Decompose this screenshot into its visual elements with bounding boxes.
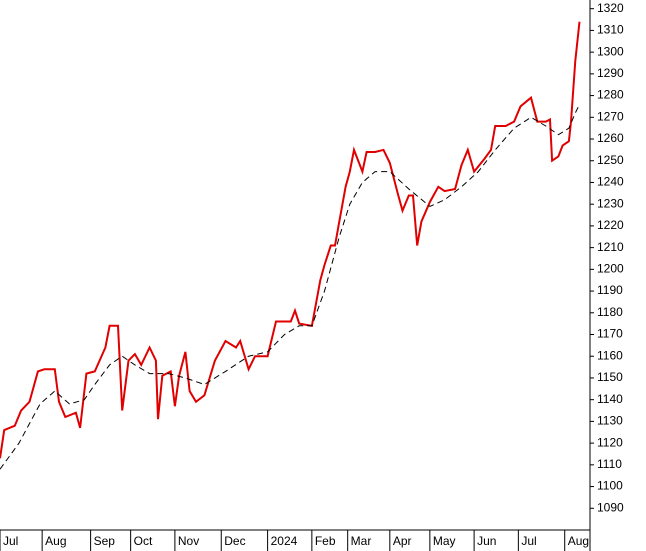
y-tick-label: 1320 [597, 1, 624, 15]
y-tick-label: 1290 [597, 66, 624, 80]
y-tick-label: 1140 [597, 392, 623, 406]
x-tick-label: Mar [351, 534, 372, 548]
x-tick-label: 2024 [271, 534, 298, 548]
x-tick-label: Apr [393, 534, 412, 548]
y-tick-label: 1310 [597, 23, 624, 37]
x-tick-label: Jul [521, 534, 536, 548]
y-tick-label: 1220 [597, 218, 624, 232]
y-tick-label: 1280 [597, 88, 624, 102]
x-tick-label: Nov [178, 534, 199, 548]
moving-average-line [0, 104, 580, 470]
y-tick-label: 1150 [597, 370, 623, 384]
x-tick-label: May [433, 534, 456, 548]
y-tick-label: 1200 [597, 262, 624, 276]
y-tick-label: 1100 [597, 479, 623, 493]
y-tick-label: 1130 [597, 414, 623, 428]
y-tick-label: 1190 [597, 283, 623, 297]
y-tick-label: 1160 [597, 348, 623, 362]
y-tick-label: 1300 [597, 44, 624, 58]
x-tick-label: Jun [477, 534, 496, 548]
x-tick-label: Feb [315, 534, 336, 548]
y-tick-label: 1270 [597, 109, 624, 123]
y-tick-label: 1260 [597, 131, 624, 145]
price-line [0, 21, 581, 459]
x-tick-label: Aug [568, 534, 589, 548]
y-tick-label: 1110 [597, 457, 622, 471]
y-tick-label: 1180 [597, 305, 623, 319]
y-tick-label: 1240 [597, 175, 624, 189]
x-tick-label: Jul [3, 534, 18, 548]
x-tick-label: Aug [45, 534, 66, 548]
y-tick-label: 1230 [597, 196, 624, 210]
y-tick-label: 1120 [597, 435, 623, 449]
y-tick-label: 1090 [597, 500, 624, 514]
y-tick-label: 1170 [597, 327, 623, 341]
x-tick-label: Sep [94, 534, 116, 548]
x-tick-label: Dec [224, 534, 245, 548]
y-tick-label: 1210 [597, 240, 624, 254]
x-tick-label: Oct [134, 534, 153, 548]
y-tick-label: 1250 [597, 153, 624, 167]
